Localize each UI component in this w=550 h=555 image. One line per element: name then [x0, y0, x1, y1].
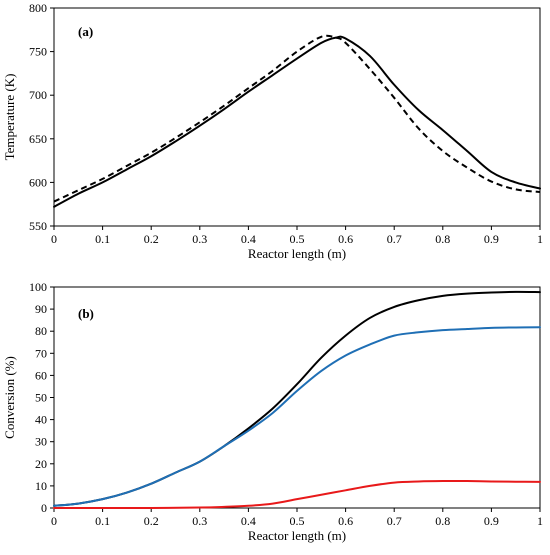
y-tick-label: 550 — [29, 219, 47, 233]
y-tick-label: 30 — [35, 435, 47, 449]
y-tick-label: 100 — [29, 280, 47, 294]
x-tick-label: 0.3 — [192, 514, 207, 528]
x-tick-label: 0 — [51, 232, 57, 246]
chart-panel-b: 0 0.1 0.2 0.3 0.4 0.5 0.6 0.7 0.8 0.9 101020304050… — [2, 280, 543, 543]
y-axis-title: Temperature (K) — [2, 74, 17, 161]
x-tick-label: 0.3 — [192, 232, 207, 246]
y-tick-label: 10 — [35, 479, 47, 493]
x-tick-label: 0.6 — [338, 514, 353, 528]
x-tick-label: 0.5 — [290, 232, 305, 246]
y-tick-label: 50 — [35, 391, 47, 405]
y-tick-label: 20 — [35, 457, 47, 471]
x-axis-title: Reactor length (m) — [248, 246, 346, 261]
x-tick-label: 0.1 — [95, 232, 110, 246]
series-line-2 — [53, 326, 541, 507]
y-tick-label: 600 — [29, 175, 47, 189]
y-tick-label: 750 — [29, 45, 47, 59]
x-tick-label: 0.8 — [435, 514, 450, 528]
plot-frame — [53, 7, 541, 227]
y-tick-label: 0 — [41, 501, 47, 515]
panel-label: (b) — [78, 306, 94, 321]
y-tick-label: 40 — [35, 413, 47, 427]
y-tick-label: 650 — [29, 132, 47, 146]
panel-label: (a) — [78, 24, 93, 39]
x-tick-label: 0.9 — [484, 232, 499, 246]
x-tick-label: 0.9 — [484, 514, 499, 528]
y-tick-label: 800 — [29, 1, 47, 15]
x-tick-label: 0.4 — [241, 232, 256, 246]
y-tick-label: 60 — [35, 368, 47, 382]
series-line-3 — [53, 479, 541, 510]
series-line-1 — [53, 35, 541, 208]
x-tick-label: 0.7 — [387, 514, 402, 528]
x-tick-label: 0.2 — [144, 232, 159, 246]
y-axis-title: Conversion (%) — [2, 356, 17, 439]
y-tick-label: 70 — [35, 346, 47, 360]
series-line-2 — [53, 34, 541, 203]
chart-panel-a: 0 0.1 0.2 0.3 0.4 0.5 0.6 0.7 0.8 0.9 1 550 600 650 70… — [2, 1, 543, 261]
plot-frame — [53, 286, 541, 509]
y-tick-label: 80 — [35, 324, 47, 338]
x-tick-label: 0 — [51, 514, 57, 528]
x-tick-label: 0.1 — [95, 514, 110, 528]
x-axis-title: Reactor length (m) — [248, 528, 346, 543]
x-tick-label: 0.4 — [241, 514, 256, 528]
x-tick-label: 0.8 — [435, 232, 450, 246]
x-tick-label: 1 — [537, 232, 543, 246]
x-tick-label: 0.2 — [144, 514, 159, 528]
series-line-1 — [53, 290, 541, 507]
x-tick-label: 0.7 — [387, 232, 402, 246]
x-tick-label: 1 — [537, 514, 543, 528]
x-tick-label: 0.5 — [290, 514, 305, 528]
y-tick-label: 90 — [35, 302, 47, 316]
x-tick-label: 0.6 — [338, 232, 353, 246]
y-tick-label: 700 — [29, 88, 47, 102]
